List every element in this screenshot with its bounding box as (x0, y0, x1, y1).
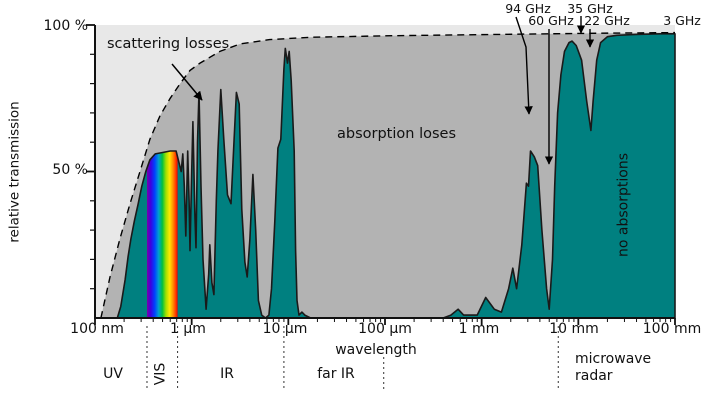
annotation-22ghz: 22 GHz (584, 13, 630, 28)
region-vis: VIS (152, 362, 169, 386)
annotation-absorption-loses: absorption loses (337, 126, 456, 142)
xtick-100um: 100 µm (358, 321, 412, 337)
x-axis-label: wavelength (335, 342, 417, 358)
ytick-50: 50 % (52, 162, 88, 178)
scattering-arrow (171, 63, 203, 101)
transmission-outline (116, 33, 676, 319)
xtick-1mm: 1 mm (458, 321, 500, 337)
arrow-94ghz (515, 16, 533, 115)
annotation-no-absorptions: no absorptions (615, 153, 632, 257)
xtick-100mm: 100 mm (642, 321, 702, 337)
region-microwave: microwave (575, 351, 652, 367)
annotation-60ghz: 60 GHz (528, 13, 574, 28)
annotation-35ghz: 35 GHz (567, 1, 613, 16)
region-ir: IR (220, 366, 234, 382)
ytick-100: 100 % (43, 18, 88, 34)
xtick-1um: 1 µm (170, 321, 206, 337)
axes (94, 25, 675, 319)
region-radar: radar (575, 368, 613, 384)
xtick-10um: 10 µm (262, 321, 308, 337)
annotation-94ghz: 94 GHz (505, 1, 551, 16)
transmission-area (117, 33, 676, 319)
xtick-100nm: 100 nm (70, 321, 124, 337)
region-uv: UV (103, 366, 123, 382)
scattering-limit-curve (100, 31, 676, 319)
y-axis-label: relative transmission (6, 101, 23, 243)
annotation-3ghz: 3 GHz (663, 13, 701, 28)
region-far-ir: far IR (317, 366, 355, 382)
xtick-10mm: 10 mm (549, 321, 599, 337)
annotation-scattering-losses: scattering losses (107, 36, 230, 52)
